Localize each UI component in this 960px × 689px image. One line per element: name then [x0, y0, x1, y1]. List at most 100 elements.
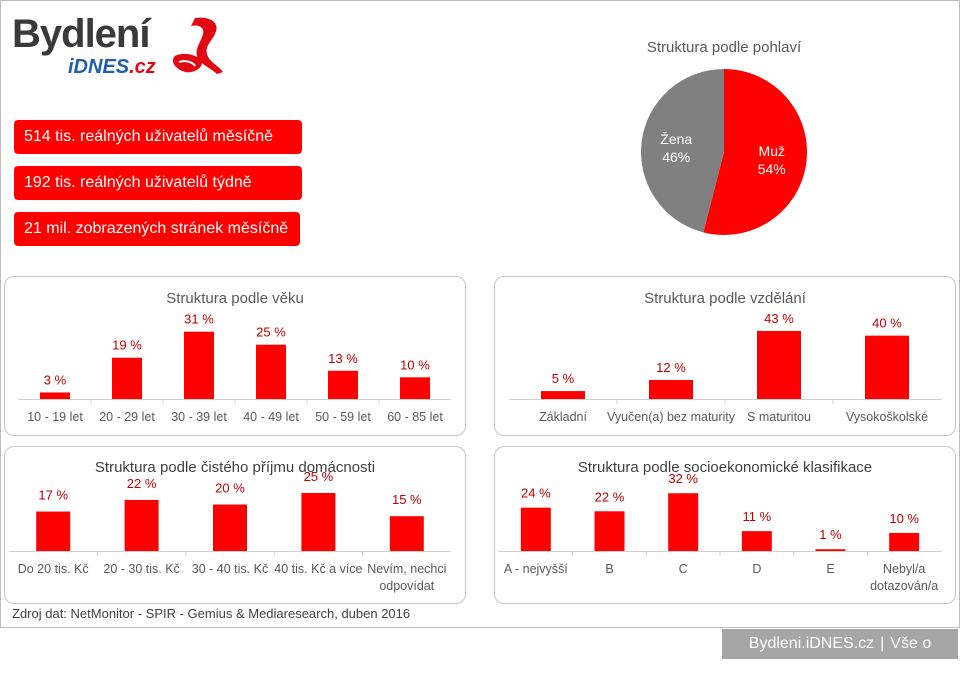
category-label: 40 - 49 let: [243, 410, 299, 424]
brand-sub-a: iDNES: [68, 56, 130, 78]
category-label: 20 - 29 let: [99, 410, 155, 424]
pie-label-1: Žena: [660, 131, 692, 147]
age-chart: Struktura podle věku 3 % 10 - 19 let 19 % 2…: [19, 290, 451, 424]
category-label: 30 - 39 let: [171, 410, 227, 424]
category-label: Nevím, nechci: [367, 562, 446, 576]
bar-value-label: 11 %: [742, 509, 771, 524]
age-bars: 3 % 10 - 19 let 19 % 20 - 29 let 31 % 30 - 39…: [19, 312, 451, 424]
pie-value-1: 46%: [662, 149, 690, 165]
bar: [328, 370, 358, 399]
bar: [112, 357, 142, 399]
bar-value-label: 22 %: [595, 489, 625, 504]
bar-value-label: 3 %: [44, 372, 67, 387]
bar: [520, 507, 551, 551]
gender-pie: Muž 54% Žena 46%: [641, 69, 807, 235]
bar-value-label: 25 %: [304, 469, 334, 484]
bar-value-label: 10 %: [400, 357, 430, 372]
education-bars: 5 % Základní 12 % Vyučen(a) bez maturity 43 …: [509, 311, 941, 424]
income-bars: 17 % Do 20 tis. Kč 22 % 20 - 30 tis. Kč 20 %…: [9, 469, 451, 593]
category-label: 60 - 85 let: [387, 410, 443, 424]
category-label: B: [605, 562, 613, 576]
brand-logo: Bydlení iDNES.cz: [10, 12, 225, 78]
category-label: E: [826, 562, 834, 576]
socio-bars: 24 % A - nejvyšší 22 % B 32 % C 11 % D 1 % E 10 % N…: [499, 471, 941, 593]
gender-chart: Struktura podle pohlaví Muž 54% Žena 46%: [641, 39, 807, 235]
bar-value-label: 40 %: [872, 316, 902, 331]
category-label: Vyučen(a) bez maturity: [607, 410, 736, 424]
bar-value-label: 22 %: [127, 476, 157, 491]
bar: [36, 511, 71, 551]
category-label: 10 - 19 let: [27, 410, 83, 424]
bar: [541, 391, 585, 399]
education-chart-title: Struktura podle vzdělání: [644, 290, 807, 307]
bar: [757, 330, 801, 399]
category-label: Do 20 tis. Kč: [18, 562, 89, 576]
footer-link-bydleni[interactable]: Bydleni.iDNES.cz: [748, 635, 875, 652]
bar-value-label: 17 %: [38, 488, 68, 503]
category-label: A - nejvyšší: [504, 562, 568, 576]
bar-value-label: 25 %: [256, 325, 286, 340]
bar: [889, 532, 920, 551]
income-chart-title: Struktura podle čistého příjmu domácnost…: [95, 459, 375, 476]
bar-value-label: 19 %: [112, 338, 142, 353]
category-label: Základní: [539, 410, 587, 424]
brand-sub-b: .cz: [129, 56, 156, 78]
data-source: Zdroj dat: NetMonitor - SPIR - Gemius & …: [12, 606, 411, 621]
stat-monthly-users: 514 tis. reálných uživatelů měsíčně: [14, 120, 302, 154]
bar: [594, 511, 625, 551]
bar-value-label: 43 %: [764, 311, 794, 326]
bar-value-label: 1 %: [819, 527, 842, 542]
age-chart-title: Struktura podle věku: [166, 290, 304, 307]
pie-slice-0: [703, 69, 807, 235]
bar: [649, 380, 693, 399]
brand-name: Bydlení: [12, 12, 150, 56]
bar: [815, 549, 846, 551]
bar: [741, 531, 772, 551]
category-label: 20 - 30 tis. Kč: [103, 562, 179, 576]
bar-value-label: 20 %: [215, 481, 245, 496]
footer-bar: Bydleni.iDNES.cz | Vše o bydlení: [722, 629, 958, 682]
category-label: S maturitou: [747, 410, 811, 424]
education-chart: Struktura podle vzdělání 5 % Základní 12 %…: [509, 290, 941, 424]
bar: [124, 499, 159, 551]
socio-panel: Struktura podle socioekonomické klasifik…: [494, 446, 956, 604]
stat-monthly-pageviews: 21 mil. zobrazených stránek měsíčně: [14, 212, 300, 246]
bar: [213, 504, 247, 551]
category-label: 50 - 59 let: [315, 410, 371, 424]
socio-chart: Struktura podle socioekonomické klasifik…: [499, 459, 941, 593]
bar-value-label: 24 %: [521, 486, 551, 501]
category-label: dotazován/a: [870, 579, 938, 593]
bar: [389, 516, 424, 551]
brand-sub: iDNES.cz: [68, 56, 156, 78]
category-label: D: [752, 562, 761, 576]
education-panel: Struktura podle vzdělání 5 % Základní 12 %…: [494, 276, 956, 436]
age-panel: Struktura podle věku 3 % 10 - 19 let 19 % 2…: [4, 276, 466, 436]
category-label: Nebyl/a: [883, 562, 925, 576]
bar: [865, 335, 909, 399]
category-label: 30 - 40 tis. Kč: [192, 562, 268, 576]
bar: [668, 493, 699, 551]
gender-chart-title: Struktura podle pohlaví: [647, 39, 802, 56]
stat-weekly-users: 192 tis. reálných uživatelů týdně: [14, 166, 302, 200]
category-label: odpovídat: [379, 579, 434, 593]
category-label: C: [679, 562, 688, 576]
bar: [400, 377, 430, 399]
bar: [301, 492, 336, 551]
income-panel: Struktura podle čistého příjmu domácnost…: [4, 446, 466, 604]
pie-slice-1: [641, 69, 724, 233]
socio-chart-title: Struktura podle socioekonomické klasifik…: [578, 459, 872, 476]
footer-separator: |: [880, 635, 885, 652]
bar-value-label: 13 %: [328, 351, 358, 366]
bar: [256, 344, 286, 399]
bar-value-label: 10 %: [889, 511, 919, 526]
bar-value-label: 12 %: [656, 360, 686, 375]
bar: [40, 392, 70, 399]
chair-icon: [172, 17, 223, 74]
bar-value-label: 15 %: [392, 492, 422, 507]
pie-label-0: Muž: [759, 143, 785, 159]
pie-value-0: 54%: [758, 161, 786, 177]
bar-value-label: 5 %: [552, 371, 575, 386]
bar-value-label: 31 %: [184, 312, 214, 327]
bar-value-label: 32 %: [668, 471, 698, 486]
bar: [184, 331, 214, 399]
